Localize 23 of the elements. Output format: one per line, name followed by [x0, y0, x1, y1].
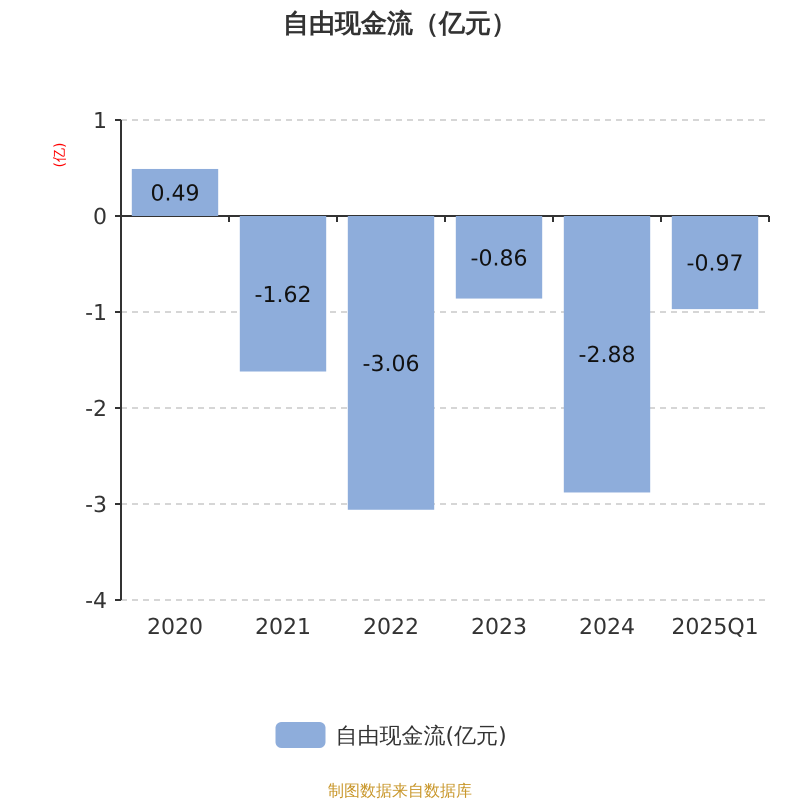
y-tick-label: 0 — [93, 205, 107, 230]
x-tick-label: 2021 — [255, 615, 311, 640]
y-tick-label: -3 — [85, 493, 107, 518]
x-tick-label: 2023 — [471, 615, 527, 640]
x-tick-label: 2022 — [363, 615, 419, 640]
x-tick-label: 2025Q1 — [671, 615, 759, 640]
data-label: -2.88 — [578, 343, 636, 368]
legend: 自由现金流(亿元) — [276, 722, 507, 749]
data-label: -0.86 — [470, 246, 528, 272]
y-tick-label: -1 — [85, 301, 107, 326]
text: 制图数据来自数据库 — [328, 781, 472, 800]
y-axis-title: (亿) — [52, 142, 68, 168]
data-label: 0.49 — [150, 181, 200, 206]
legend-label: 自由现金流(亿元) — [336, 724, 507, 749]
x-tick-label: 2024 — [579, 615, 635, 640]
data-label: -3.06 — [362, 352, 420, 377]
data-label: -1.62 — [254, 282, 312, 308]
chart-title: 自由现金流（亿元） — [283, 9, 517, 39]
y-tick-label: -4 — [85, 589, 107, 614]
y-tick-label: -2 — [85, 397, 107, 422]
y-tick-label: 1 — [93, 109, 107, 134]
x-tick-label: 2020 — [147, 615, 203, 640]
data-label: -0.97 — [686, 252, 744, 277]
